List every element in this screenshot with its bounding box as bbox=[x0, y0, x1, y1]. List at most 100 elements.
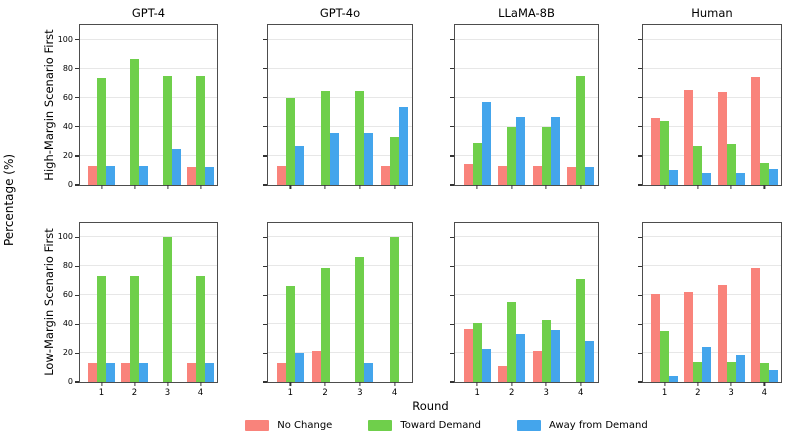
y-tick bbox=[262, 97, 267, 99]
bar-away-from-demand bbox=[481, 101, 491, 185]
legend: No Change Toward Demand Away from Demand bbox=[100, 420, 793, 431]
x-tick bbox=[394, 382, 396, 386]
x-tick bbox=[324, 382, 326, 386]
bar-away-from-demand bbox=[172, 148, 181, 185]
bar-away-from-demand bbox=[205, 166, 214, 185]
bar-toward-demand bbox=[693, 145, 703, 185]
gridline bbox=[268, 352, 412, 354]
bar-no-change bbox=[187, 166, 196, 185]
round-group bbox=[88, 25, 115, 189]
gridline bbox=[268, 125, 412, 127]
bar-no-change bbox=[532, 165, 542, 185]
y-tick bbox=[262, 38, 267, 41]
y-tick bbox=[637, 38, 642, 41]
x-tick-label: 4 bbox=[391, 388, 398, 398]
round-group bbox=[532, 25, 560, 189]
x-tick-label: 1 bbox=[474, 388, 480, 398]
y-tick-label: 20 bbox=[62, 150, 73, 160]
round-group bbox=[567, 25, 595, 189]
bar-away-from-demand bbox=[735, 173, 745, 185]
round-group: 4 bbox=[187, 223, 214, 398]
bar-no-change bbox=[498, 165, 508, 185]
bar-groups: 1 2 3 4 bbox=[455, 223, 598, 398]
y-tick bbox=[74, 323, 79, 325]
gridline bbox=[643, 265, 781, 267]
x-tick bbox=[511, 382, 513, 386]
y-tick bbox=[74, 97, 79, 99]
subplot-title-gpt4: GPT-4 bbox=[131, 6, 166, 20]
bar-no-change bbox=[717, 91, 727, 185]
x-tick-label: 3 bbox=[164, 388, 171, 398]
bar-no-change bbox=[381, 165, 391, 185]
y-tick bbox=[449, 68, 454, 70]
y-tick bbox=[262, 68, 267, 70]
y-tick bbox=[637, 265, 642, 267]
gridline bbox=[455, 236, 598, 238]
x-tick bbox=[133, 185, 136, 189]
x-tick-label: 3 bbox=[357, 388, 363, 398]
subplot-gpt4-high-margin: GPT-4 0 20 40 60 80 100 bbox=[58, 6, 218, 189]
legend-swatch-toward-demand bbox=[368, 420, 393, 431]
bar-no-change bbox=[651, 118, 661, 185]
bar-away-from-demand bbox=[294, 353, 304, 382]
bar-toward-demand bbox=[285, 97, 295, 185]
legend-label-away-from-demand: Away from Demand bbox=[549, 420, 648, 431]
bar-away-from-demand bbox=[364, 362, 374, 382]
y-tick bbox=[262, 184, 267, 186]
round-group: 2 bbox=[311, 223, 339, 398]
bar-away-from-demand bbox=[106, 362, 115, 382]
round-group bbox=[463, 25, 491, 189]
x-tick bbox=[289, 185, 291, 189]
bar-no-change bbox=[567, 166, 577, 185]
bar-no-change bbox=[121, 362, 130, 382]
x-tick-label: 2 bbox=[695, 388, 701, 398]
bar-away-from-demand bbox=[364, 133, 374, 185]
row-label-high-margin: High-Margin Scenario First bbox=[42, 29, 56, 181]
gridline bbox=[643, 154, 781, 156]
y-tick bbox=[637, 68, 642, 70]
x-tick bbox=[166, 382, 169, 386]
bar-groups bbox=[643, 25, 781, 189]
gridline bbox=[643, 294, 781, 296]
bar-toward-demand bbox=[472, 322, 482, 382]
y-tick-label: 80 bbox=[62, 261, 73, 271]
y-tick bbox=[637, 236, 642, 239]
x-tick-label: 4 bbox=[197, 388, 204, 398]
x-tick bbox=[476, 382, 478, 386]
legend-label-toward-demand: Toward Demand bbox=[400, 420, 482, 431]
y-tick bbox=[74, 184, 79, 186]
gridline bbox=[455, 352, 598, 354]
bar-toward-demand bbox=[660, 331, 670, 382]
gridline bbox=[455, 154, 598, 156]
bar-toward-demand bbox=[507, 126, 517, 185]
y-tick bbox=[74, 38, 79, 41]
bar-away-from-demand bbox=[106, 165, 115, 185]
bar-toward-demand bbox=[355, 91, 365, 185]
x-tick bbox=[545, 185, 547, 189]
bar-groups bbox=[268, 25, 412, 189]
gridline bbox=[455, 38, 598, 40]
y-tick bbox=[637, 155, 642, 157]
y-tick bbox=[74, 126, 79, 128]
round-group: 3 bbox=[717, 223, 745, 398]
gridline bbox=[80, 352, 217, 354]
gridline bbox=[455, 265, 598, 267]
round-group: 1 bbox=[276, 223, 304, 398]
bar-toward-demand bbox=[726, 361, 736, 382]
bar-away-from-demand bbox=[139, 362, 148, 382]
round-group: 3 bbox=[346, 223, 374, 398]
bar-toward-demand bbox=[693, 361, 703, 382]
subplot-llama8b-high-margin: LLaMA-8B bbox=[449, 6, 599, 189]
bar-no-change bbox=[276, 165, 286, 185]
x-tick-label: 3 bbox=[728, 388, 734, 398]
bar-no-change bbox=[532, 351, 542, 382]
bar-no-change bbox=[276, 362, 286, 382]
y-tick-label: 0 bbox=[67, 180, 73, 189]
y-tick bbox=[449, 184, 454, 186]
bar-no-change bbox=[88, 362, 97, 382]
bar-groups: 1 2 3 4 bbox=[643, 223, 781, 398]
legend-item-no-change: No Change bbox=[245, 420, 332, 431]
y-tick-label: 60 bbox=[62, 92, 73, 102]
x-tick bbox=[763, 382, 765, 386]
bar-groups bbox=[455, 25, 598, 189]
